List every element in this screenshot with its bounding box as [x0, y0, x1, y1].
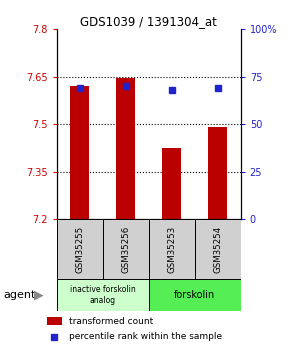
Text: forskolin: forskolin	[174, 290, 215, 300]
Bar	[148, 279, 241, 311]
Text: percentile rank within the sample: percentile rank within the sample	[69, 332, 222, 341]
Text: GSM35256: GSM35256	[121, 226, 130, 273]
Text: agent: agent	[3, 290, 35, 300]
Title: GDS1039 / 1391304_at: GDS1039 / 1391304_at	[80, 15, 217, 28]
Text: GSM35253: GSM35253	[167, 226, 176, 273]
Bar	[70, 86, 89, 219]
Bar	[103, 219, 148, 279]
Bar	[148, 219, 195, 279]
Text: GSM35255: GSM35255	[75, 226, 84, 273]
Bar	[57, 219, 103, 279]
Text: GSM35254: GSM35254	[213, 226, 222, 273]
Text: ▶: ▶	[34, 288, 44, 302]
Bar	[47, 317, 62, 325]
Bar	[162, 148, 181, 219]
Bar	[209, 127, 227, 219]
Bar	[195, 219, 241, 279]
Text: inactive forskolin
analog: inactive forskolin analog	[70, 285, 135, 305]
Bar	[116, 78, 135, 219]
Text: transformed count: transformed count	[69, 317, 154, 326]
Bar	[57, 279, 148, 311]
